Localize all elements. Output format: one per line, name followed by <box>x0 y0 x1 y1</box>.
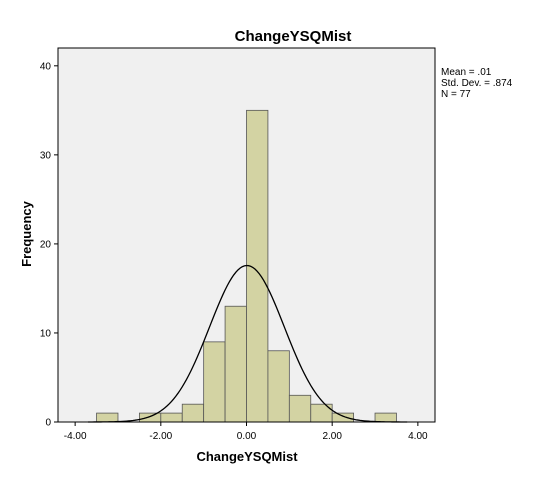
x-tick-label: -4.00 <box>64 431 87 442</box>
x-axis-label: ChangeYSQMist <box>196 449 298 464</box>
y-tick-label: 0 <box>45 418 51 429</box>
histogram-bar-9 <box>288 394 312 423</box>
histogram-bar-6 <box>224 305 247 423</box>
normal-curve <box>87 264 408 423</box>
y-tick-label: 40 <box>40 61 52 72</box>
stat-mean: Mean = .01 <box>441 67 492 78</box>
histogram-bar-0 <box>96 412 119 423</box>
y-axis-ticks: 0 10 20 30 40 <box>40 61 58 429</box>
y-tick-label: 30 <box>40 150 52 161</box>
histogram-bar-5 <box>203 341 226 423</box>
stat-std-dev: Std. Dev. = .874 <box>441 78 513 89</box>
x-tick-label: 0.00 <box>237 431 257 442</box>
histogram-bar-8 <box>267 350 290 423</box>
x-axis-ticks: -4.00 -2.00 0.00 2.00 4.00 <box>64 422 428 442</box>
histogram-bar-11 <box>331 412 355 423</box>
x-tick-label: -2.00 <box>149 431 172 442</box>
histogram-bar-10 <box>310 403 333 423</box>
histogram-bar-13 <box>374 412 397 423</box>
histogram-bar-2 <box>138 412 162 423</box>
stat-n: N = 77 <box>441 89 471 100</box>
chart-title: ChangeYSQMist <box>235 28 352 45</box>
y-axis-label: Frequency <box>19 200 34 267</box>
x-tick-label: 4.00 <box>408 431 428 442</box>
histogram-bars <box>96 109 397 423</box>
y-tick-label: 20 <box>40 239 52 250</box>
histogram-bar-4 <box>181 403 205 423</box>
x-tick-label: 2.00 <box>322 431 342 442</box>
histogram-bar-3 <box>160 412 183 423</box>
y-tick-label: 10 <box>40 328 52 339</box>
